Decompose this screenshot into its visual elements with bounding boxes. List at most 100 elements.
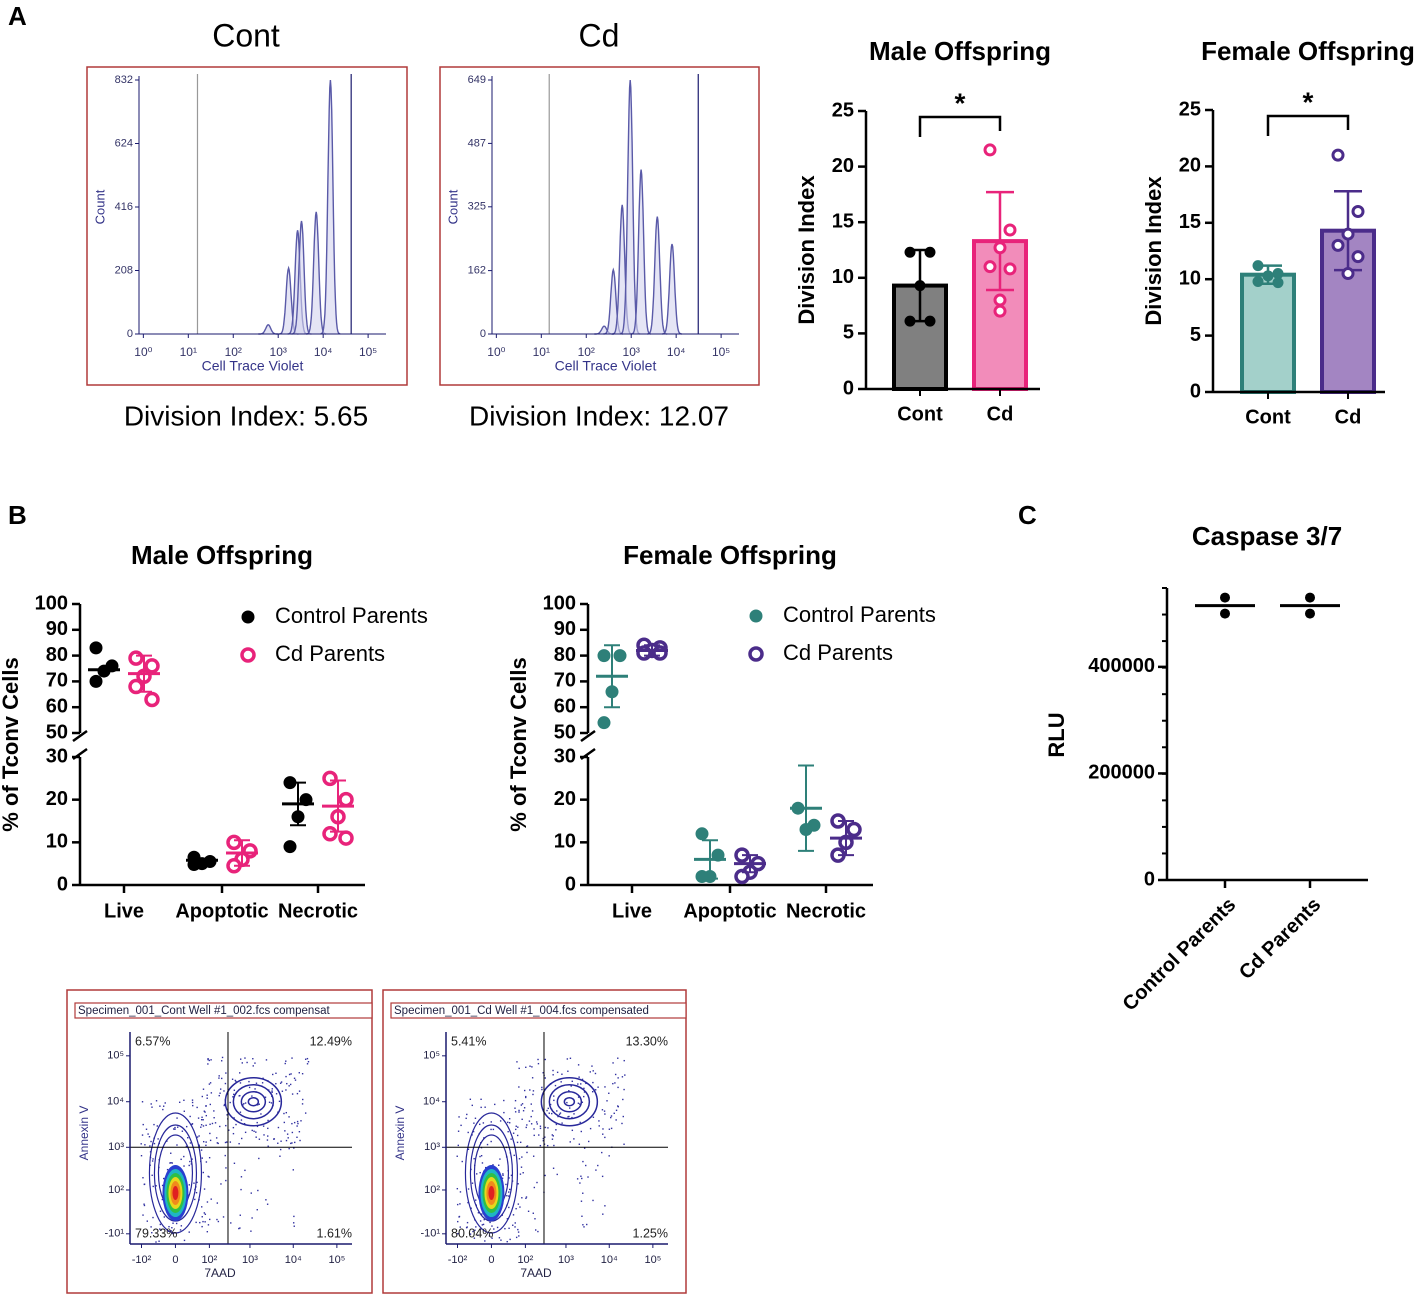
event-dot [457, 1220, 459, 1223]
event-dot [218, 1077, 220, 1079]
event-dot [532, 1090, 535, 1092]
event-dot [612, 1082, 614, 1085]
event-dot [471, 1182, 474, 1184]
event-dot [257, 1189, 259, 1192]
event-dot [171, 1232, 174, 1235]
event-dot [159, 1228, 161, 1230]
data-point [597, 716, 611, 730]
data-point [144, 691, 160, 708]
event-dot [552, 1074, 554, 1076]
data-point [1272, 277, 1284, 289]
event-dot [151, 1160, 154, 1162]
event-dot [467, 1131, 469, 1134]
data-point [983, 143, 997, 157]
chart-title: Female Offspring [623, 540, 837, 570]
event-dot [472, 1230, 474, 1233]
event-dot [472, 1130, 475, 1133]
event-dot [193, 1182, 195, 1184]
y-tick-label: 30 [46, 745, 68, 767]
event-dot [143, 1203, 145, 1205]
event-dot [267, 1127, 269, 1130]
event-dot [456, 1155, 458, 1157]
x-tick-label: 10¹ [533, 345, 550, 359]
event-dot [519, 1206, 521, 1208]
event-dot [598, 1125, 600, 1127]
event-dot [275, 1093, 278, 1095]
event-dot [293, 1077, 296, 1080]
event-dot [502, 1173, 504, 1175]
event-dot [612, 1062, 614, 1064]
event-dot [543, 1143, 546, 1145]
event-dot [610, 1116, 612, 1119]
event-dot [294, 1141, 296, 1144]
event-dot [292, 1169, 294, 1171]
event-dot [258, 1138, 261, 1140]
event-dot [517, 1231, 520, 1233]
event-dot [238, 1227, 240, 1230]
event-dot [516, 1134, 519, 1137]
event-dot [199, 1221, 201, 1224]
event-dot [581, 1215, 583, 1217]
y-tick-label: 80 [554, 644, 576, 666]
event-dot [458, 1116, 460, 1118]
y-tick-label: 60 [46, 695, 68, 717]
event-dot [542, 1140, 545, 1142]
event-dot [208, 1156, 211, 1159]
error-bar [234, 839, 250, 867]
event-dot [238, 1095, 240, 1097]
x-tick-label: 10³ [242, 1254, 258, 1266]
y-tick-label: -10¹ [104, 1228, 124, 1240]
event-dot [526, 1145, 529, 1147]
event-dot [258, 1157, 260, 1160]
event-dot [521, 1197, 523, 1199]
y-tick-label: 5 [1190, 324, 1201, 346]
event-dot [285, 1075, 287, 1078]
event-dot [580, 1175, 582, 1177]
event-dot [544, 1136, 546, 1138]
x-tick-label: 10⁴ [285, 1254, 302, 1266]
event-dot [155, 1241, 157, 1243]
event-dot [214, 1122, 217, 1124]
event-dot [180, 1225, 183, 1227]
x-tick-label: Necrotic [278, 900, 358, 922]
y-axis-label: % of Tconv Cells [506, 657, 531, 831]
event-dot [244, 1102, 247, 1104]
legend-marker [748, 646, 764, 662]
event-dot [291, 1142, 293, 1144]
event-dot [171, 1162, 173, 1164]
quadrant-label: 13.30% [626, 1034, 668, 1048]
event-dot [465, 1117, 467, 1120]
event-dot [587, 1140, 590, 1143]
event-dot [275, 1082, 277, 1085]
event-dot [202, 1220, 204, 1223]
event-dot [622, 1115, 624, 1118]
event-dot [188, 1231, 190, 1233]
event-dot [208, 1083, 211, 1085]
event-dot [220, 1060, 223, 1062]
event-dot [220, 1183, 222, 1185]
event-dot [582, 1160, 584, 1163]
event-dot [508, 1227, 510, 1230]
event-dot [586, 1223, 588, 1226]
event-dot [515, 1125, 517, 1127]
event-dot [224, 1141, 227, 1144]
event-dot [555, 1129, 557, 1131]
y-tick-label: 60 [554, 695, 576, 717]
event-dot [490, 1128, 492, 1131]
y-axis-label: Division Index [794, 175, 819, 325]
event-dot [240, 1119, 243, 1121]
event-dot [602, 1133, 604, 1135]
quadrant-label: 79.33% [135, 1226, 177, 1240]
event-dot [518, 1111, 520, 1113]
event-dot [201, 1216, 203, 1218]
event-dot [517, 1126, 519, 1128]
x-tick-label: Cont [1245, 406, 1291, 428]
event-dot [209, 1218, 211, 1221]
panel-frame [382, 989, 687, 1294]
event-dot [508, 1177, 510, 1179]
event-dot [566, 1101, 568, 1104]
event-dot [491, 1225, 493, 1227]
event-dot [527, 1210, 530, 1213]
data-point [983, 260, 997, 274]
event-dot [226, 1114, 228, 1116]
